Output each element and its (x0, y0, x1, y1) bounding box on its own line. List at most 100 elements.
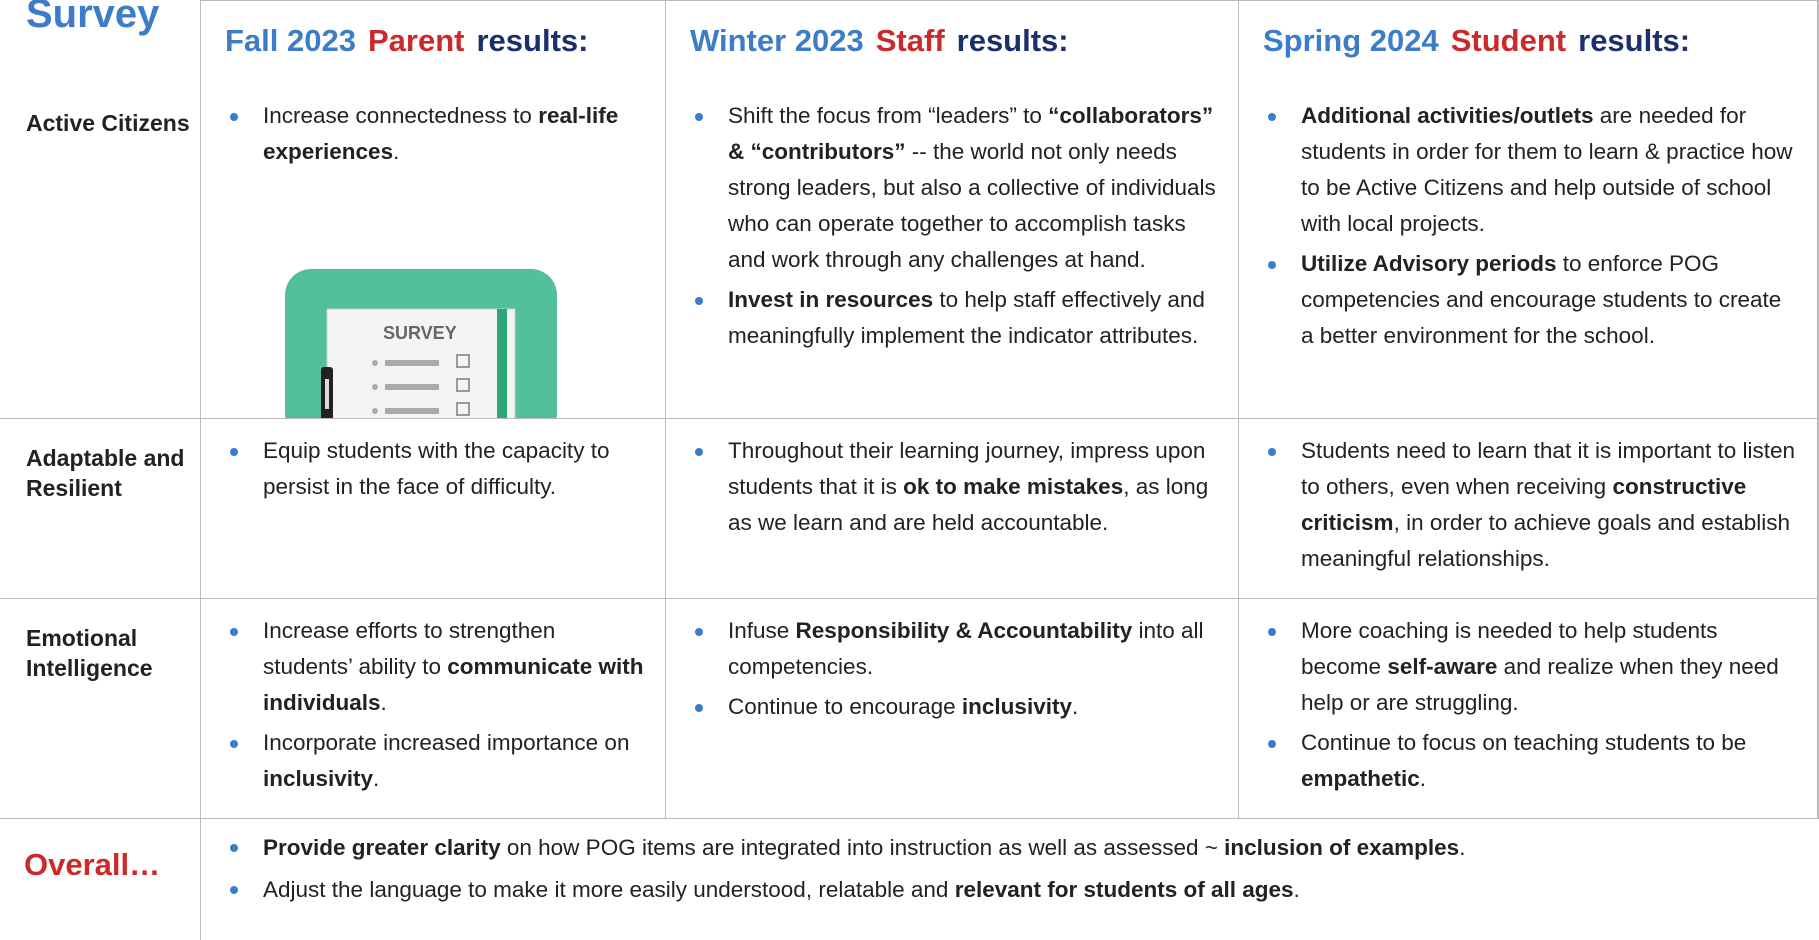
bold-text: empathetic (1301, 766, 1420, 791)
bullet-list: Increase connectedness to real-life expe… (201, 84, 665, 170)
text: Throughout their learning journey, impre… (728, 438, 1206, 499)
column-header: Spring 2024 Student results: (1238, 0, 1819, 84)
header-group: Student (1450, 23, 1567, 58)
text: Increase efforts to strengthen students’… (263, 618, 556, 679)
column-header: Winter 2023 Staff results: (665, 0, 1238, 84)
bold-text: constructive criticism (1301, 474, 1747, 535)
text: to help staff effectively and meaningful… (728, 287, 1205, 348)
bold-text: Additional activities/outlets (1301, 103, 1594, 128)
bullet-item: Increase connectedness to real-life expe… (201, 98, 645, 170)
illustration-checks (456, 354, 470, 416)
bullet-item: Additional activities/outlets are needed… (1239, 98, 1799, 242)
bullet-item: Continue to encourage inclusivity. (666, 689, 1218, 725)
illustration-lines (372, 360, 439, 414)
row-label: Active Citizens (26, 110, 190, 136)
bullet-list: More coaching is needed to help students… (1239, 599, 1819, 797)
bullet-item: Equip students with the capacity to pers… (201, 433, 645, 505)
bold-text: inclusion of examples (1224, 835, 1460, 860)
bullet-item: Utilize Advisory periods to enforce POG … (1239, 246, 1799, 354)
bullet-list: Students need to learn that it is import… (1239, 419, 1819, 577)
illustration-edge (497, 309, 507, 418)
text: . (380, 690, 387, 715)
header-season: Spring 2024 (1263, 23, 1439, 58)
table-cell: Equip students with the capacity to pers… (200, 418, 665, 598)
bold-text: ok to make mistakes (903, 474, 1124, 499)
bullet-list: Shift the focus from “leaders” to “colla… (666, 84, 1238, 354)
header-suffix: results: (1578, 23, 1691, 58)
bullet-item: Students need to learn that it is import… (1239, 433, 1799, 577)
survey-illustration: SURVEY (285, 269, 557, 418)
bullet-list: Additional activities/outlets are needed… (1239, 84, 1819, 354)
bold-text: Utilize Advisory periods (1301, 251, 1557, 276)
bold-text: Responsibility & Accountability (795, 618, 1133, 643)
table-cell: Additional activities/outlets are needed… (1238, 84, 1819, 418)
text: Infuse (728, 618, 796, 643)
text: Increase connectedness to (263, 103, 539, 128)
text: Shift the focus from “leaders” to (728, 103, 1049, 128)
bullet-list: Increase efforts to strengthen students’… (201, 599, 665, 797)
text: . (393, 139, 400, 164)
bold-text: Provide greater clarity (263, 835, 501, 860)
illustration-pen-clip (325, 379, 329, 409)
text: . (1293, 877, 1300, 902)
bullet-list: Throughout their learning journey, impre… (666, 419, 1238, 541)
bullet-item: Invest in resources to help staff effect… (666, 282, 1218, 354)
bullet-item: More coaching is needed to help students… (1239, 613, 1799, 721)
row-label: Emotional Intelligence (0, 598, 200, 818)
bold-text: Invest in resources (728, 287, 934, 312)
header-season: Winter 2023 (690, 23, 864, 58)
table-cell: Increase efforts to strengthen students’… (200, 598, 665, 818)
text: Continue to encourage (728, 694, 962, 719)
text: and realize when they need help or are s… (1301, 654, 1779, 715)
text: . (1459, 835, 1466, 860)
bullet-list: Infuse Responsibility & Accountability i… (666, 599, 1238, 725)
text: . (373, 766, 380, 791)
row-label: Adaptable and Resilient (0, 418, 200, 598)
corner-title: Survey (26, 0, 160, 36)
bullet-item: Shift the focus from “leaders” to “colla… (666, 98, 1218, 278)
text: Equip students with the capacity to pers… (263, 438, 610, 499)
right-border (1817, 0, 1819, 818)
table-cell: Infuse Responsibility & Accountability i… (665, 598, 1238, 818)
overall-label: Overall… (0, 818, 200, 940)
bold-text: real-life experiences (263, 103, 619, 164)
header-suffix: results: (956, 23, 1069, 58)
text: -- the world not only needs strong leade… (728, 139, 1216, 272)
bullet-item: Incorporate increased importance on incl… (201, 725, 645, 797)
bullet-item: Continue to focus on teaching students t… (1239, 725, 1799, 797)
text: to enforce POG competencies and encourag… (1301, 251, 1782, 348)
bold-text: relevant for students of all ages (954, 877, 1294, 902)
text: Incorporate increased importance on (263, 730, 630, 755)
bold-text: inclusivity (263, 766, 374, 791)
header-season: Fall 2023 (225, 23, 356, 58)
bullet-item: Adjust the language to make it more easi… (201, 871, 1799, 909)
table-cell: Students need to learn that it is import… (1238, 418, 1819, 598)
bullet-item: Throughout their learning journey, impre… (666, 433, 1218, 541)
table-cell: Throughout their learning journey, impre… (665, 418, 1238, 598)
bullet-item: Increase efforts to strengthen students’… (201, 613, 645, 721)
text: are needed for students in order for the… (1301, 103, 1793, 236)
text: More coaching is needed to help students… (1301, 618, 1718, 679)
table-cell: Shift the focus from “leaders” to “colla… (665, 84, 1238, 418)
text: , in order to achieve goals and establis… (1301, 510, 1791, 571)
table-cell: Increase connectedness to real-life expe… (200, 84, 665, 418)
text: . (1071, 694, 1079, 719)
text: Adjust the language to make it more easi… (263, 877, 955, 902)
text: Continue to focus on teaching students t… (1301, 730, 1747, 755)
bullet-item: Provide greater clarity on how POG items… (201, 829, 1799, 867)
header-group: Parent (367, 23, 465, 58)
text: , as long as we learn and are held accou… (728, 474, 1209, 535)
text: on how POG items are integrated into ins… (500, 835, 1225, 860)
column-header: Fall 2023 Parent results: (200, 0, 665, 84)
bullet-item: Infuse Responsibility & Accountability i… (666, 613, 1218, 685)
text: into all competencies. (728, 618, 1204, 679)
table-cell: More coaching is needed to help students… (1238, 598, 1819, 818)
bold-text: “collaborators” & “contributors” (728, 103, 1214, 164)
header-group: Staff (875, 23, 945, 58)
text: . (1419, 766, 1427, 791)
header-suffix: results: (476, 23, 589, 58)
bold-text: communicate with individuals (263, 654, 644, 715)
bullet-list: Provide greater clarity on how POG items… (201, 819, 1819, 909)
